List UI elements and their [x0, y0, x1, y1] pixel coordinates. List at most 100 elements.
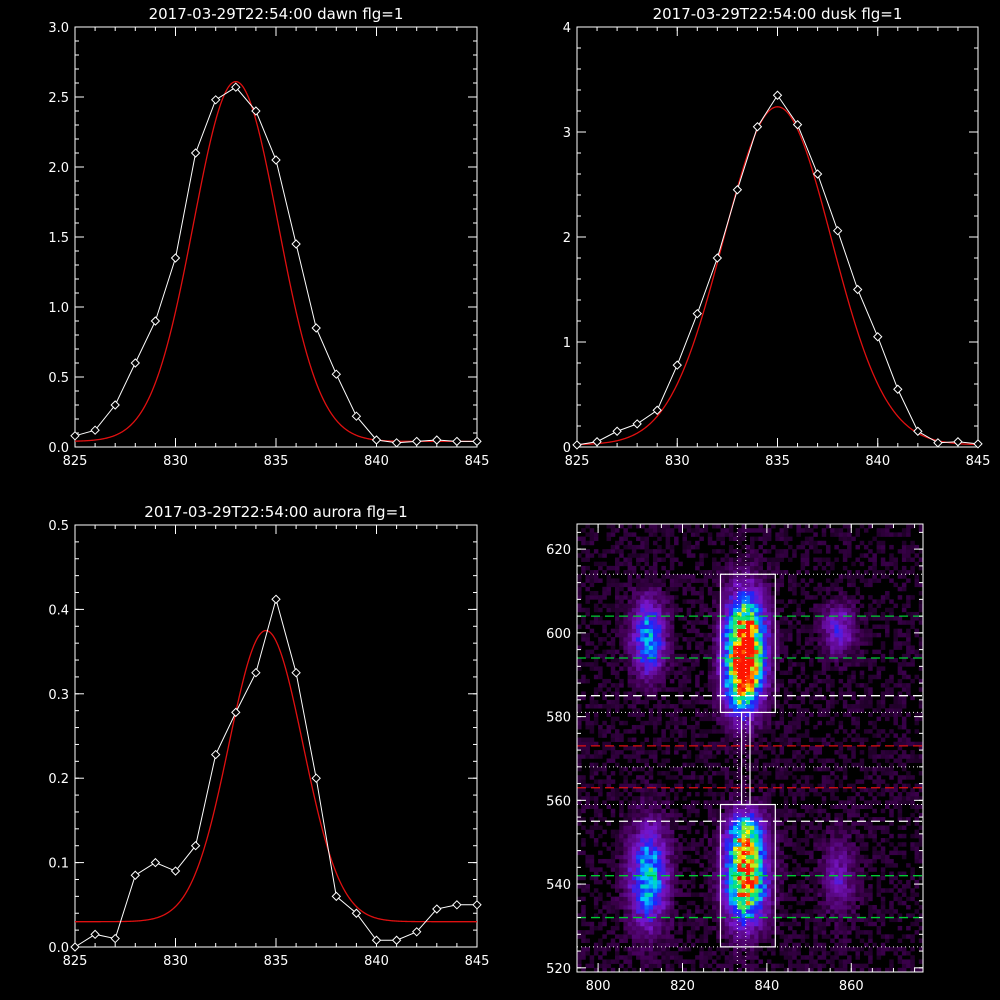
heatmap-cell — [741, 783, 747, 789]
heatmap-cell — [636, 896, 641, 902]
heatmap-cell — [766, 909, 772, 914]
dawn-plot: 825 830 835 840 8450.00.51.01.52.02.53.02017… — [48, 5, 489, 469]
heatmap-cell — [809, 540, 814, 546]
heatmap-cell — [661, 549, 666, 554]
heatmap-cell — [593, 808, 599, 814]
heatmap-cell — [619, 879, 624, 885]
heatmap-cell — [690, 913, 696, 918]
heatmap-cell — [741, 946, 747, 952]
heatmap-cell — [733, 842, 738, 847]
heatmap-cell — [728, 842, 734, 847]
heatmap-cell — [754, 641, 759, 646]
heatmap-cell — [636, 858, 641, 864]
heatmap-cell — [581, 787, 586, 793]
heatmap-cell — [593, 905, 599, 910]
heatmap-cell — [686, 842, 692, 847]
heatmap-cell — [838, 724, 844, 730]
heatmap-cell — [627, 632, 633, 638]
heatmap-cell — [800, 699, 806, 705]
heatmap-cell — [699, 921, 704, 927]
heatmap-cell — [813, 754, 818, 759]
heatmap-cell — [640, 796, 645, 801]
heatmap-cell — [712, 909, 717, 914]
heatmap-cell — [771, 666, 776, 671]
heatmap-cell — [707, 670, 713, 676]
heatmap-cell — [577, 607, 582, 613]
heatmap-cell — [636, 603, 641, 609]
heatmap-cell — [830, 846, 835, 851]
heatmap-cell — [771, 645, 776, 650]
heatmap-cell — [821, 607, 827, 613]
heatmap-cell — [610, 641, 616, 646]
heatmap-cell — [652, 607, 658, 613]
heatmap-cell — [593, 657, 599, 663]
heatmap-cell — [707, 892, 713, 897]
heatmap-cell — [623, 863, 628, 868]
heatmap-cell — [745, 607, 751, 613]
heatmap-cell — [724, 720, 730, 726]
heatmap-cell — [657, 930, 662, 935]
heatmap-cell — [745, 854, 751, 860]
heatmap-cell — [661, 909, 666, 914]
heatmap-cell — [817, 921, 823, 927]
heatmap-cell — [775, 846, 780, 851]
heatmap-cell — [821, 595, 827, 600]
heatmap-cell — [678, 842, 683, 847]
heatmap-cell — [724, 875, 730, 881]
heatmap-cell — [703, 758, 709, 763]
heatmap-cell — [745, 917, 751, 923]
heatmap-cell — [610, 791, 616, 797]
heatmap-cell — [779, 808, 785, 814]
heatmap-cell — [766, 599, 772, 604]
heatmap-cell — [809, 833, 814, 839]
heatmap-cell — [817, 905, 823, 910]
heatmap-cell — [623, 905, 628, 910]
heatmap-cell — [830, 624, 835, 629]
heatmap-cell — [762, 695, 768, 701]
heatmap-cell — [804, 649, 810, 655]
heatmap-cell — [631, 754, 637, 759]
heatmap-cell — [619, 829, 624, 835]
heatmap-cell — [834, 812, 839, 818]
heatmap-cell — [674, 821, 679, 826]
heatmap-cell — [733, 921, 738, 927]
heatmap-cell — [825, 959, 831, 964]
heatmap-cell — [821, 528, 827, 533]
heatmap-cell — [690, 532, 696, 537]
heatmap-cell — [648, 888, 654, 893]
heatmap-cell — [581, 938, 586, 943]
heatmap-cell — [690, 662, 696, 667]
heatmap-cell — [728, 603, 734, 609]
heatmap-cell — [581, 921, 586, 927]
heatmap-cell — [585, 565, 590, 571]
heatmap-cell — [648, 641, 654, 646]
heatmap-cell — [771, 963, 776, 969]
heatmap-cell — [745, 595, 751, 600]
heatmap-cell — [775, 821, 780, 826]
heatmap-cell — [665, 641, 671, 646]
heatmap-cell — [716, 683, 721, 688]
heatmap-cell — [703, 771, 709, 776]
heatmap-cell — [804, 892, 810, 897]
heatmap-cell — [754, 875, 759, 881]
heatmap-cell — [644, 875, 650, 881]
heatmap-cell — [636, 641, 641, 646]
heatmap-cell — [783, 570, 789, 575]
heatmap-cell — [644, 825, 650, 830]
heatmap-cell — [728, 599, 734, 604]
heatmap-cell — [716, 871, 721, 876]
heatmap-cell — [623, 754, 628, 759]
heatmap-cell — [644, 649, 650, 655]
heatmap-cell — [627, 645, 633, 650]
heatmap-cell — [669, 687, 675, 692]
heatmap-cell — [733, 938, 738, 943]
heatmap-cell — [800, 963, 806, 969]
heatmap-cell — [720, 565, 725, 571]
heatmap-cell — [813, 724, 818, 730]
heatmap-cell — [619, 704, 624, 709]
heatmap-cell — [716, 771, 721, 776]
heatmap-cell — [834, 762, 839, 768]
heatmap-cell — [695, 632, 700, 638]
heatmap-cell — [809, 896, 814, 902]
heatmap-cell — [695, 590, 700, 596]
